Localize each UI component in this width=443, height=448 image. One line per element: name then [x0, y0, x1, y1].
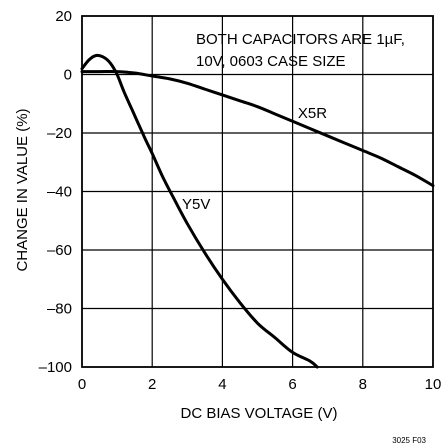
x-tick-label: 8 [359, 376, 367, 393]
x-tick-label: 10 [425, 376, 442, 393]
figure-id: 3025 F03 [392, 436, 426, 445]
x-tick-label: 6 [288, 376, 296, 393]
x-tick-label: 2 [148, 376, 156, 393]
series-line-y5v [80, 53, 319, 369]
x-tick-label: 0 [78, 376, 86, 393]
y-tick-label: –80 [47, 301, 72, 318]
annotation-line-1: BOTH CAPACITORS ARE 1µF, [196, 31, 405, 48]
series-layer: X5R Y5V [80, 53, 435, 369]
series-label-x5r: X5R [298, 105, 327, 122]
y-tick-label: 0 [64, 67, 72, 84]
y-tick-label: –100 [39, 359, 72, 376]
series-label-y5v: Y5V [182, 196, 210, 213]
x-axis-title: DC BIAS VOLTAGE (V) [181, 405, 338, 422]
annotation-line-2: 10V, 0603 CASE SIZE [196, 53, 346, 70]
tick-label-layer: 0 2 4 6 8 10 20 0 –20 –40 –60 –80 –100 [39, 8, 442, 393]
x-tick-label: 4 [218, 376, 226, 393]
y-axis-title: CHANGE IN VALUE (%) [14, 108, 31, 271]
series-line-x5r [80, 69, 435, 188]
plot-border [81, 15, 434, 368]
y-tick-label: –20 [47, 125, 72, 142]
y-tick-label: –40 [47, 184, 72, 201]
y-tick-label: 20 [55, 8, 72, 25]
y-tick-label: –60 [47, 242, 72, 259]
